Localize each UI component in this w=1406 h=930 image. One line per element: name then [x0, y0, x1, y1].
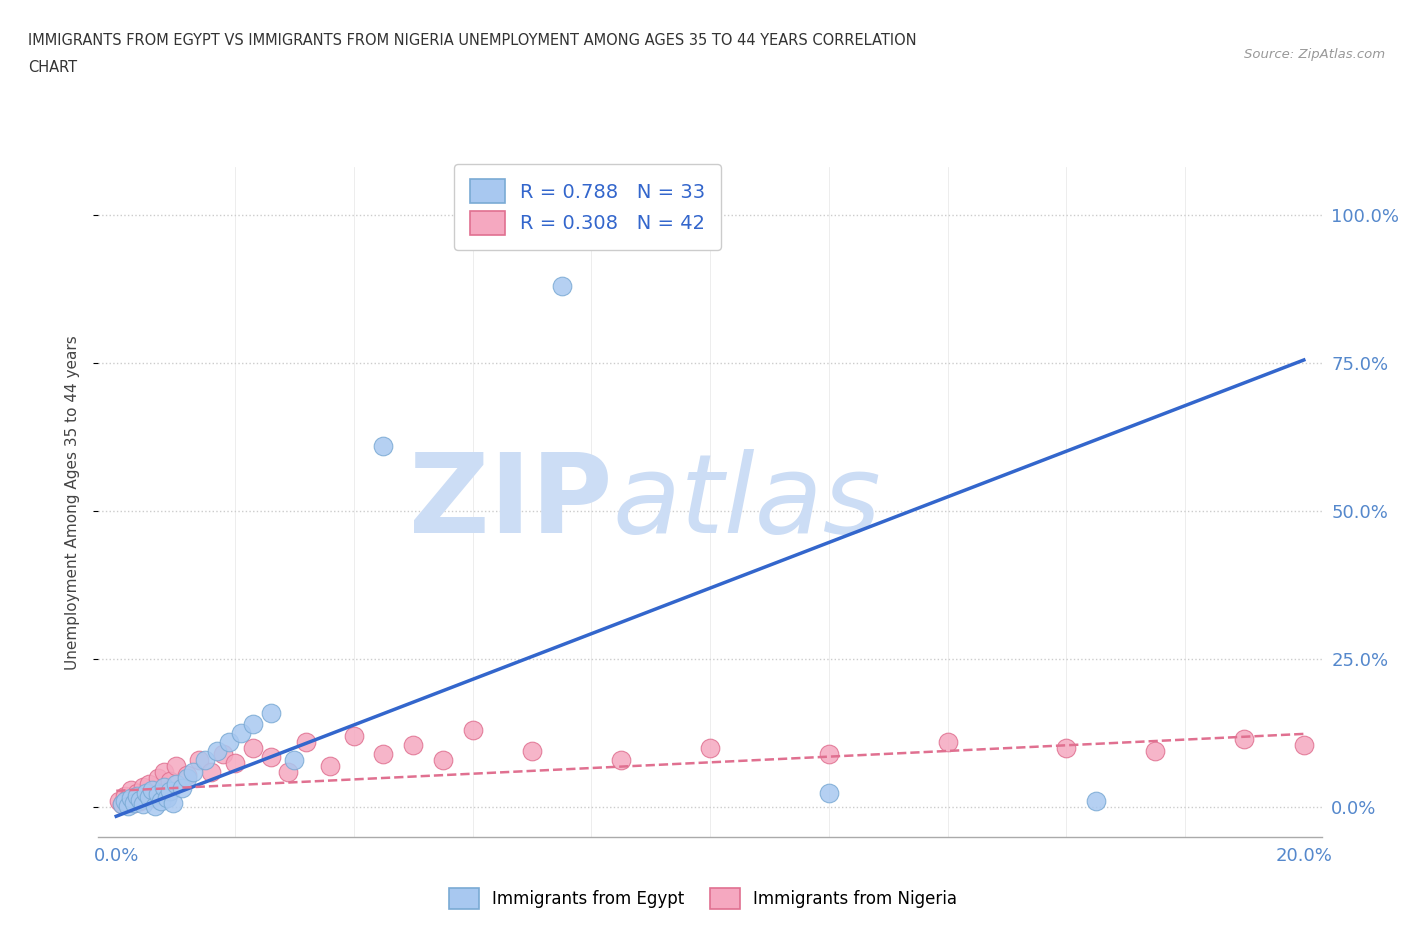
Point	[162, 795, 184, 810]
Text: IMMIGRANTS FROM EGYPT VS IMMIGRANTS FROM NIGERIA UNEMPLOYMENT AMONG AGES 35 TO 4: IMMIGRANTS FROM EGYPT VS IMMIGRANTS FROM…	[28, 33, 917, 47]
Point	[125, 785, 148, 800]
Point	[212, 747, 235, 762]
Text: Source: ZipAtlas.com: Source: ZipAtlas.com	[1244, 48, 1385, 61]
Point	[188, 752, 211, 767]
Point	[1292, 737, 1315, 752]
Point	[259, 705, 281, 720]
Point	[200, 764, 222, 779]
Point	[229, 725, 252, 740]
Point	[461, 723, 484, 737]
Point	[143, 798, 166, 813]
Point	[432, 752, 454, 767]
Point	[149, 794, 172, 809]
Point	[205, 744, 228, 759]
Point	[111, 797, 134, 812]
Point	[159, 783, 181, 798]
Point	[152, 764, 174, 779]
Text: atlas: atlas	[612, 448, 880, 556]
Text: CHART: CHART	[28, 60, 77, 75]
Point	[402, 737, 425, 752]
Point	[108, 794, 131, 809]
Point	[277, 764, 299, 779]
Point	[146, 787, 169, 802]
Point	[1085, 794, 1108, 809]
Point	[520, 744, 543, 759]
Point	[1054, 740, 1077, 755]
Point	[259, 750, 281, 764]
Point	[373, 438, 395, 453]
Point	[117, 791, 139, 806]
Point	[817, 785, 839, 800]
Point	[114, 794, 136, 809]
Point	[242, 717, 264, 732]
Point	[224, 755, 246, 770]
Point	[125, 788, 148, 803]
Legend: Immigrants from Egypt, Immigrants from Nigeria: Immigrants from Egypt, Immigrants from N…	[440, 880, 966, 917]
Point	[319, 759, 342, 774]
Point	[1233, 732, 1256, 747]
Point	[135, 788, 157, 803]
Point	[176, 770, 198, 785]
Text: ZIP: ZIP	[409, 448, 612, 556]
Point	[159, 773, 181, 788]
Y-axis label: Unemployment Among Ages 35 to 44 years: Unemployment Among Ages 35 to 44 years	[65, 335, 80, 670]
Point	[156, 791, 179, 806]
Point	[120, 791, 142, 806]
Point	[218, 735, 240, 750]
Point	[129, 794, 152, 809]
Point	[117, 799, 139, 814]
Point	[176, 767, 198, 782]
Point	[120, 782, 142, 797]
Point	[170, 781, 193, 796]
Point	[122, 795, 145, 810]
Point	[122, 795, 145, 810]
Point	[183, 764, 205, 779]
Point	[165, 777, 187, 791]
Point	[138, 777, 160, 791]
Point	[550, 278, 572, 293]
Point	[373, 747, 395, 762]
Point	[343, 729, 366, 744]
Point	[152, 779, 174, 794]
Point	[129, 792, 152, 807]
Point	[132, 797, 155, 812]
Point	[111, 797, 134, 812]
Point	[194, 752, 217, 767]
Point	[242, 740, 264, 755]
Point	[114, 788, 136, 803]
Point	[149, 785, 172, 800]
Point	[699, 740, 721, 755]
Point	[295, 735, 318, 750]
Point	[141, 782, 163, 797]
Legend: R = 0.788   N = 33, R = 0.308   N = 42: R = 0.788 N = 33, R = 0.308 N = 42	[454, 164, 721, 250]
Point	[146, 770, 169, 785]
Point	[610, 752, 633, 767]
Point	[1144, 744, 1167, 759]
Point	[135, 785, 157, 800]
Point	[817, 747, 839, 762]
Point	[141, 791, 163, 806]
Point	[132, 779, 155, 794]
Point	[936, 735, 959, 750]
Point	[143, 782, 166, 797]
Point	[138, 790, 160, 804]
Point	[283, 752, 305, 767]
Point	[165, 759, 187, 774]
